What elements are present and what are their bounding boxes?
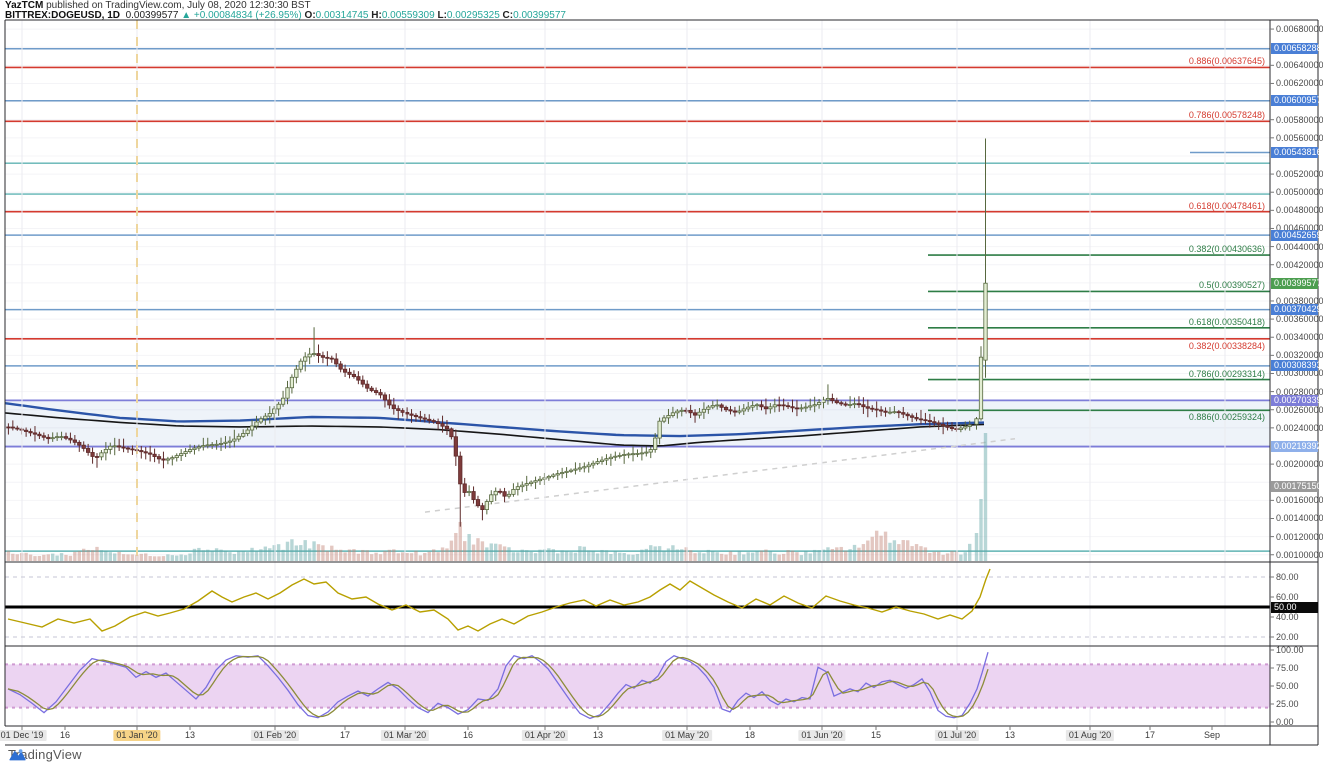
change-value: +0.00084834 (+26.95%) bbox=[193, 10, 302, 21]
price-axis-label: 0.00320000 bbox=[1276, 350, 1323, 361]
time-axis-label: 16 bbox=[59, 730, 71, 740]
time-axis-label: 18 bbox=[744, 730, 756, 740]
footer-brand: TradingView bbox=[8, 747, 82, 762]
change-up-icon: ▲ bbox=[181, 10, 192, 21]
fib-red-label: 0.618(0.00478461) bbox=[1188, 200, 1265, 211]
symbol-interval: BITTREX:DOGEUSD, 1D bbox=[5, 10, 121, 21]
fib-green-label: 0.382(0.00430636) bbox=[1188, 244, 1265, 255]
price-axis-label: 0.00340000 bbox=[1276, 332, 1323, 343]
open-label: O: bbox=[304, 10, 316, 21]
rsi-line bbox=[7, 568, 991, 632]
price-axis-badge: 0.00370429 bbox=[1271, 304, 1322, 316]
price-axis-badge: 0.00600957 bbox=[1271, 95, 1322, 107]
time-axis-label: 01 Mar '20 bbox=[380, 730, 430, 741]
byline-text: published on TradingView.com, July 08, 2… bbox=[43, 0, 311, 11]
last-price: 0.00399577 bbox=[125, 10, 179, 21]
price-axis-label: 0.00680000 bbox=[1276, 24, 1323, 35]
stoch-d-line bbox=[7, 655, 989, 718]
price-axis-badge: 0.00658288 bbox=[1271, 43, 1322, 55]
price-axis-badge: 0.00175150 bbox=[1271, 481, 1322, 493]
price-axis-label: 0.00200000 bbox=[1276, 459, 1323, 470]
price-axis-label: 0.00640000 bbox=[1276, 60, 1323, 71]
price-axis-label: 0.00420000 bbox=[1276, 259, 1323, 270]
rsi-axis-label: 20.00 bbox=[1276, 632, 1299, 642]
close-value: 0.00399577 bbox=[513, 10, 566, 21]
high-value: 0.00559309 bbox=[381, 10, 435, 21]
fib-green-label: 0.5(0.00390527) bbox=[1198, 280, 1265, 291]
rsi-mid-badge: 50.00 bbox=[1271, 601, 1318, 613]
stoch-axis-label: 75.00 bbox=[1276, 663, 1299, 673]
price-axis-label: 0.00100000 bbox=[1276, 549, 1323, 560]
price-axis-label: 0.00580000 bbox=[1276, 114, 1323, 125]
price-pane[interactable] bbox=[0, 20, 1270, 562]
fib-red-label: 0.886(0.00637645) bbox=[1188, 56, 1265, 67]
time-axis-label: 01 Dec '19 bbox=[0, 730, 47, 741]
rsi-axis-label: 60.00 bbox=[1276, 592, 1299, 602]
stoch-k-line bbox=[7, 651, 989, 720]
price-axis-label: 0.00620000 bbox=[1276, 78, 1323, 89]
byline: YazTCM published on TradingView.com, Jul… bbox=[5, 1, 311, 11]
price-axis-label: 0.00240000 bbox=[1276, 422, 1323, 433]
stoch-axis-label: 25.00 bbox=[1276, 699, 1299, 709]
price-axis-badge: 0.00219392 bbox=[1271, 441, 1322, 453]
fib-red-label: 0.786(0.00578248) bbox=[1188, 110, 1265, 121]
price-axis-badge: 0.00543816 bbox=[1271, 146, 1322, 158]
open-value: 0.00314745 bbox=[315, 10, 369, 21]
price-axis-badge: 0.00399577 bbox=[1271, 277, 1322, 289]
fib-red-label: 0.382(0.00338284) bbox=[1188, 340, 1265, 351]
time-axis-label: 13 bbox=[592, 730, 604, 740]
price-axis-label: 0.00120000 bbox=[1276, 531, 1323, 542]
time-axis-label: 15 bbox=[870, 730, 882, 740]
price-axis-label: 0.00380000 bbox=[1276, 295, 1323, 306]
price-axis-label: 0.00360000 bbox=[1276, 314, 1323, 325]
time-axis-label: 01 Aug '20 bbox=[1065, 730, 1115, 741]
stoch-axis-label: 50.00 bbox=[1276, 681, 1299, 691]
price-axis-label: 0.00500000 bbox=[1276, 187, 1323, 198]
symbol-line: BITTREX:DOGEUSD, 1D 0.00399577 ▲ +0.0008… bbox=[5, 11, 566, 21]
time-axis-label: 01 Jun '20 bbox=[798, 730, 846, 741]
price-axis-label: 0.00520000 bbox=[1276, 169, 1323, 180]
price-axis-label: 0.00480000 bbox=[1276, 205, 1323, 216]
tradingview-logo-icon bbox=[9, 749, 26, 761]
price-axis-label: 0.00300000 bbox=[1276, 368, 1323, 379]
fib-green-label: 0.618(0.00350418) bbox=[1188, 316, 1265, 327]
rsi-axis-label: 40.00 bbox=[1276, 612, 1299, 622]
price-axis-badge: 0.00452659 bbox=[1271, 229, 1322, 241]
time-axis-label: 01 Jan '20 bbox=[113, 730, 161, 741]
high-label: H: bbox=[371, 10, 382, 21]
close-label: C: bbox=[502, 10, 514, 21]
low-value: 0.00295325 bbox=[446, 10, 500, 21]
time-axis-label: 16 bbox=[462, 730, 474, 740]
price-axis-badge: 0.00270339 bbox=[1271, 394, 1322, 406]
price-axis-badge: 0.00308393 bbox=[1271, 360, 1322, 372]
fib-green-label: 0.886(0.00259324) bbox=[1188, 412, 1265, 423]
time-axis-label: Sep bbox=[1203, 730, 1221, 740]
time-axis-label: 01 Jul '20 bbox=[934, 730, 980, 741]
fib-green-label: 0.786(0.00293314) bbox=[1188, 368, 1265, 379]
time-axis-label: 13 bbox=[1004, 730, 1016, 740]
time-axis-label: 13 bbox=[184, 730, 196, 740]
time-axis-label: 17 bbox=[1144, 730, 1156, 740]
time-axis-label: 01 May '20 bbox=[662, 730, 712, 741]
price-axis-label: 0.00440000 bbox=[1276, 241, 1323, 252]
rsi-axis-label: 80.00 bbox=[1276, 572, 1299, 582]
price-axis-label: 0.00280000 bbox=[1276, 386, 1323, 397]
price-axis-label: 0.00160000 bbox=[1276, 495, 1323, 506]
author-name: YazTCM bbox=[5, 0, 44, 11]
brand-name: TradingView bbox=[8, 747, 82, 762]
price-axis-label: 0.00140000 bbox=[1276, 513, 1323, 524]
stoch-axis-label: 0.00 bbox=[1276, 717, 1294, 727]
stoch-axis-label: 100.00 bbox=[1276, 645, 1304, 655]
time-axis-label: 01 Apr '20 bbox=[521, 730, 569, 741]
price-axis-label: 0.00260000 bbox=[1276, 404, 1323, 415]
price-axis-label: 0.00460000 bbox=[1276, 223, 1323, 234]
low-label: L: bbox=[437, 10, 447, 21]
time-axis-label: 17 bbox=[339, 730, 351, 740]
time-axis-label: 01 Feb '20 bbox=[250, 730, 300, 741]
price-axis-label: 0.00560000 bbox=[1276, 132, 1323, 143]
